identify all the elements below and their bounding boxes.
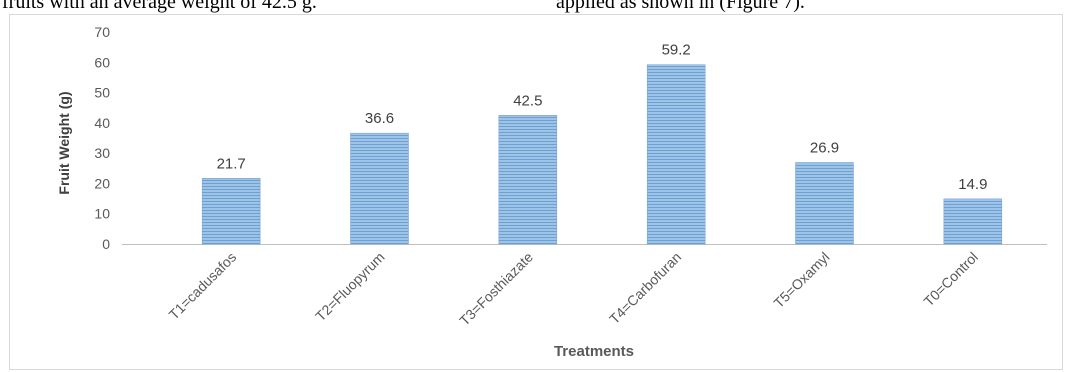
context-text-right: applied as shown in (Figure 7).: [556, 0, 805, 13]
data-label: 26.9: [810, 140, 839, 157]
x-tick-label: T1=cadusafos: [166, 249, 240, 323]
data-label: 36.6: [365, 110, 394, 127]
data-labels: 21.7 36.6 42.5 59.2 26.9 14.9: [217, 42, 988, 193]
y-tick-label: 30: [94, 145, 110, 161]
bar-t0-control: [943, 198, 1003, 245]
data-label: 21.7: [217, 155, 246, 172]
bar-t4-carbofuran: [646, 64, 706, 245]
bar-t3-fosthiazate: [498, 115, 558, 245]
y-tick-label: 40: [94, 115, 110, 131]
y-tick-label: 50: [94, 85, 110, 101]
y-axis-ticks: 0 10 20 30 40 50 60 70: [94, 24, 110, 252]
y-tick-label: 60: [94, 54, 110, 70]
x-tick-label: T3=Fosthiazate: [456, 249, 536, 329]
context-text-left: fruits with an average weight of 42.5 g.: [2, 0, 317, 13]
data-label: 59.2: [662, 42, 691, 59]
x-tick-label: T4=Carbofuran: [606, 249, 684, 327]
bars: [201, 64, 1003, 245]
data-label: 14.9: [958, 176, 987, 193]
x-axis-tick-labels: T1=cadusafos T2=Fluopyrum T3=Fosthiazate T4…: [166, 249, 981, 329]
y-axis-label: Fruit Weight (g): [56, 91, 72, 194]
x-axis-label: Treatments: [554, 343, 634, 360]
x-tick-label: T0=Control: [920, 249, 981, 310]
y-tick-label: 20: [94, 175, 110, 191]
context-text: fruits with an average weight of 42.5 g.…: [0, 0, 1065, 15]
y-tick-label: 0: [102, 236, 110, 252]
x-tick-label: T5=Oxamyl: [770, 249, 832, 311]
bar-t1-cadusafos: [201, 178, 261, 245]
bar-t5-oxamyl: [795, 162, 854, 245]
chart-frame: [9, 14, 1063, 370]
bar-t2-fluopyrum: [350, 132, 409, 245]
y-tick-label: 10: [94, 206, 110, 222]
y-tick-label: 70: [94, 24, 110, 40]
x-tick-label: T2=Fluopyrum: [312, 249, 387, 324]
data-label: 42.5: [513, 92, 542, 109]
